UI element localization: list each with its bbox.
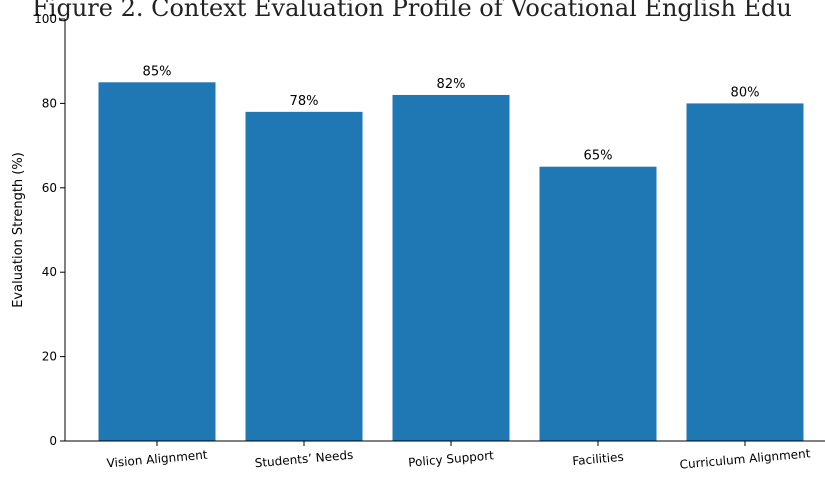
x-tick-label: Facilities xyxy=(572,450,624,468)
x-tick-label: Vision Alignment xyxy=(106,448,208,471)
y-tick-label: 60 xyxy=(42,181,57,195)
data-label: 65% xyxy=(584,149,613,164)
bar xyxy=(686,103,804,442)
chart-title: Figure 2. Context Evaluation Profile of … xyxy=(32,0,792,22)
bar xyxy=(98,82,216,442)
bar xyxy=(245,111,363,441)
data-label: 78% xyxy=(290,94,319,109)
data-label: 82% xyxy=(437,77,466,92)
y-axis-title: Evaluation Strength (%) xyxy=(11,152,26,308)
y-tick-label: 20 xyxy=(42,350,57,364)
y-tick-label: 80 xyxy=(42,96,57,110)
data-label: 80% xyxy=(731,85,760,100)
data-label: 85% xyxy=(143,64,172,79)
x-tick-label: Students’ Needs xyxy=(254,448,354,471)
bar xyxy=(392,94,510,442)
y-tick-label: 0 xyxy=(49,434,57,448)
y-tick-label: 100 xyxy=(34,12,57,26)
x-tick-label: Policy Support xyxy=(408,448,495,469)
plot-area: 85% Vision Alignment 78% Students’ Needs 82%… xyxy=(34,12,825,472)
y-tick-label: 40 xyxy=(42,265,57,279)
x-tick-label: Curriculum Alignment xyxy=(679,446,811,471)
bar xyxy=(539,166,657,441)
